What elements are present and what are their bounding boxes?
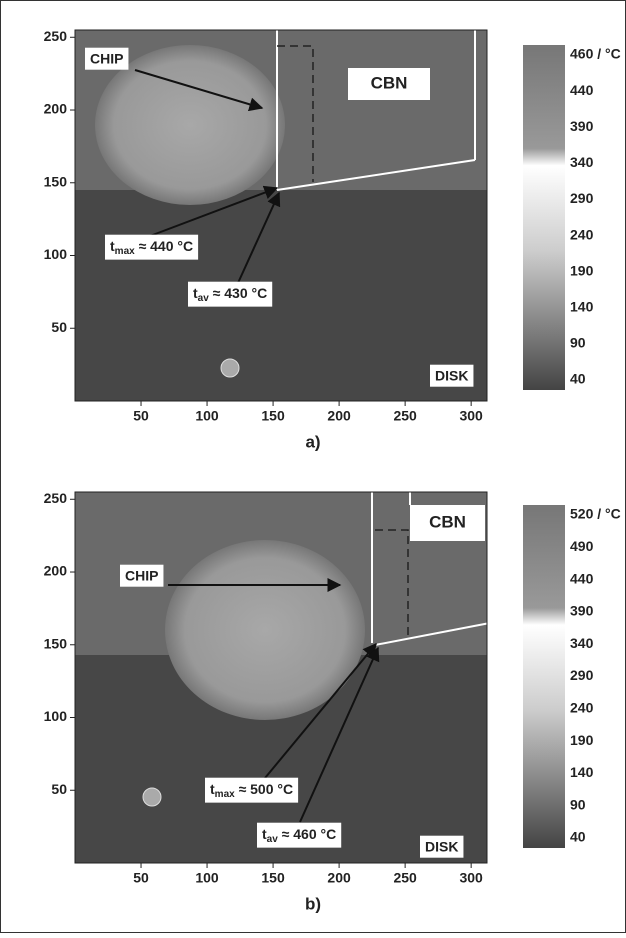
disk-label: DISK [425,839,458,855]
colorbar-label: 340 [570,154,594,170]
x-tick-label: 200 [327,408,351,424]
y-tick-label: 250 [44,490,68,506]
chip-label: CHIP [125,568,158,584]
cbn-label: CBN [371,73,408,92]
subscript: max [215,789,235,800]
y-tick-label: 100 [44,708,68,724]
figure: 50 100 150 200 250 300 250 200 150 100 50 460 / °C 4… [0,0,626,933]
x-tick-label: 50 [133,870,149,886]
colorbar [523,45,565,390]
chip-label: CHIP [90,51,123,67]
y-tick-label: 150 [44,635,68,651]
subscript: max [115,246,135,257]
value-text: ≈ 460 °C [278,826,336,842]
y-tick-label: 100 [44,246,68,262]
cbn-label: CBN [429,512,466,531]
colorbar-label: 240 [570,700,594,716]
x-tick-label: 100 [195,408,219,424]
colorbar-label: 440 [570,570,594,586]
x-tick-label: 300 [459,870,483,886]
colorbar-label: 390 [570,118,594,134]
colorbar-label: 140 [570,764,594,780]
x-tick-label: 200 [327,870,351,886]
y-tick-label: 50 [51,319,67,335]
subscript: av [267,834,279,845]
y-tick-label: 150 [44,173,68,189]
colorbar-label: 240 [570,226,594,242]
colorbar-label: 190 [570,262,594,278]
colorbar-label: 390 [570,603,594,619]
x-tick-label: 150 [261,408,285,424]
colorbar-label: 460 / °C [570,46,621,62]
colorbar [523,505,565,848]
colorbar-label: 40 [570,829,586,845]
x-tick-label: 100 [195,870,219,886]
y-tick-label: 200 [44,563,68,579]
panel-label: a) [305,432,320,451]
hot-spot [221,359,239,377]
colorbar-label: 490 [570,538,594,554]
colorbar-label: 190 [570,732,594,748]
hot-spot [143,788,161,806]
colorbar-label: 340 [570,635,594,651]
colorbar-label: 140 [570,298,594,314]
x-tick-label: 250 [393,870,417,886]
x-tick-label: 300 [459,408,483,424]
colorbar-label: 440 [570,82,594,98]
colorbar-label: 40 [570,371,586,387]
x-tick-label: 250 [393,408,417,424]
colorbar-label: 290 [570,190,594,206]
x-tick-label: 150 [261,870,285,886]
value-text: ≈ 430 °C [209,285,267,301]
colorbar-label: 520 / °C [570,506,621,522]
colorbar-label: 90 [570,796,586,812]
colorbar-label: 90 [570,335,586,351]
subscript: av [198,293,210,304]
colorbar-label: 290 [570,667,594,683]
value-text: ≈ 440 °C [135,238,193,254]
x-tick-label: 50 [133,408,149,424]
panel-label: b) [305,894,321,913]
y-tick-label: 250 [44,28,68,44]
y-tick-label: 50 [51,781,67,797]
y-tick-label: 200 [44,101,68,117]
value-text: ≈ 500 °C [235,781,293,797]
disk-label: DISK [435,368,468,384]
